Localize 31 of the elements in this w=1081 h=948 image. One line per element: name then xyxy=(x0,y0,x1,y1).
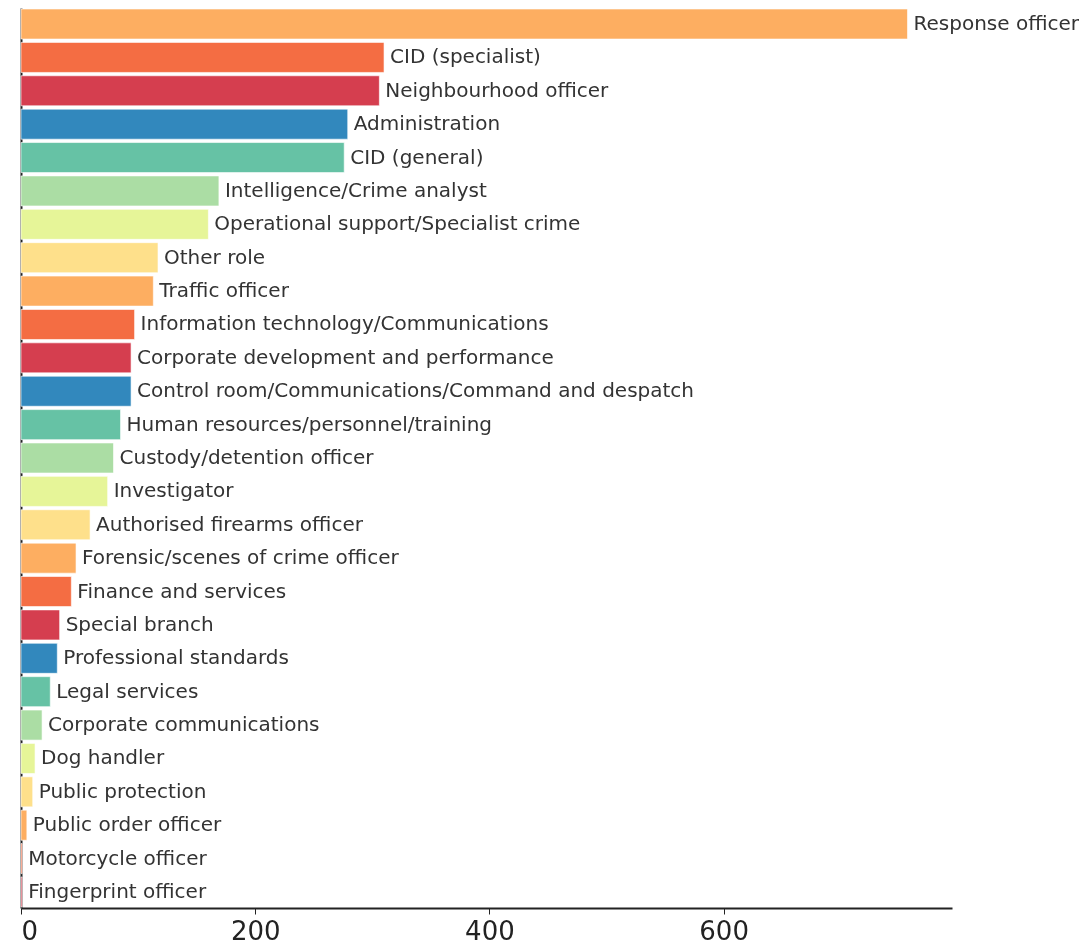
y-tick-label: Forensic/scenes of crime officer xyxy=(82,545,400,570)
y-tick-label: Human resources/personnel/training xyxy=(126,411,493,436)
y-tick-label: Corporate communications xyxy=(48,712,320,737)
y-tick-label: Investigator xyxy=(113,478,235,503)
y-tick-label: CID (general) xyxy=(350,144,484,169)
y-tick-label: Operational support/Specialist crime xyxy=(214,211,581,236)
y-tick-label: Public order officer xyxy=(32,812,222,837)
y-tick-label: Other role xyxy=(164,244,266,269)
y-tick-label: Legal services xyxy=(56,678,199,703)
y-tick-label: Neighbourhood officer xyxy=(385,77,610,102)
y-tick-label: Special branch xyxy=(65,611,214,636)
x-tick-label: 400 xyxy=(465,915,515,946)
y-tick-label: Finance and services xyxy=(77,578,287,603)
y-tick-label: Response officer xyxy=(913,11,1080,36)
y-tick-label: Fingerprint officer xyxy=(28,878,207,903)
y-tick-label: Corporate development and performance xyxy=(137,344,554,369)
x-tick-label: 600 xyxy=(699,915,749,946)
y-tick-label: Motorcycle officer xyxy=(28,845,208,870)
x-tick-label: 0 xyxy=(21,915,39,946)
y-tick-label: Professional standards xyxy=(63,645,289,670)
y-tick-label: Administration xyxy=(353,111,501,136)
y-tick-label: Intelligence/Crime analyst xyxy=(224,177,487,202)
y-tick-label: CID (specialist) xyxy=(390,44,541,69)
y-tick-label: Authorised firearms officer xyxy=(96,511,364,536)
y-tick-label: Control room/Communications/Command and despatch xyxy=(137,378,695,403)
y-tick-label: Information technology/Communications xyxy=(140,311,549,336)
x-tick-label: 200 xyxy=(230,915,281,946)
y-tick-label: Dog handler xyxy=(41,745,165,770)
y-tick-label: Custody/detention officer xyxy=(119,445,375,469)
y-tick-label: Public protection xyxy=(38,778,207,803)
y-tick-label: Traffic officer xyxy=(158,278,290,303)
